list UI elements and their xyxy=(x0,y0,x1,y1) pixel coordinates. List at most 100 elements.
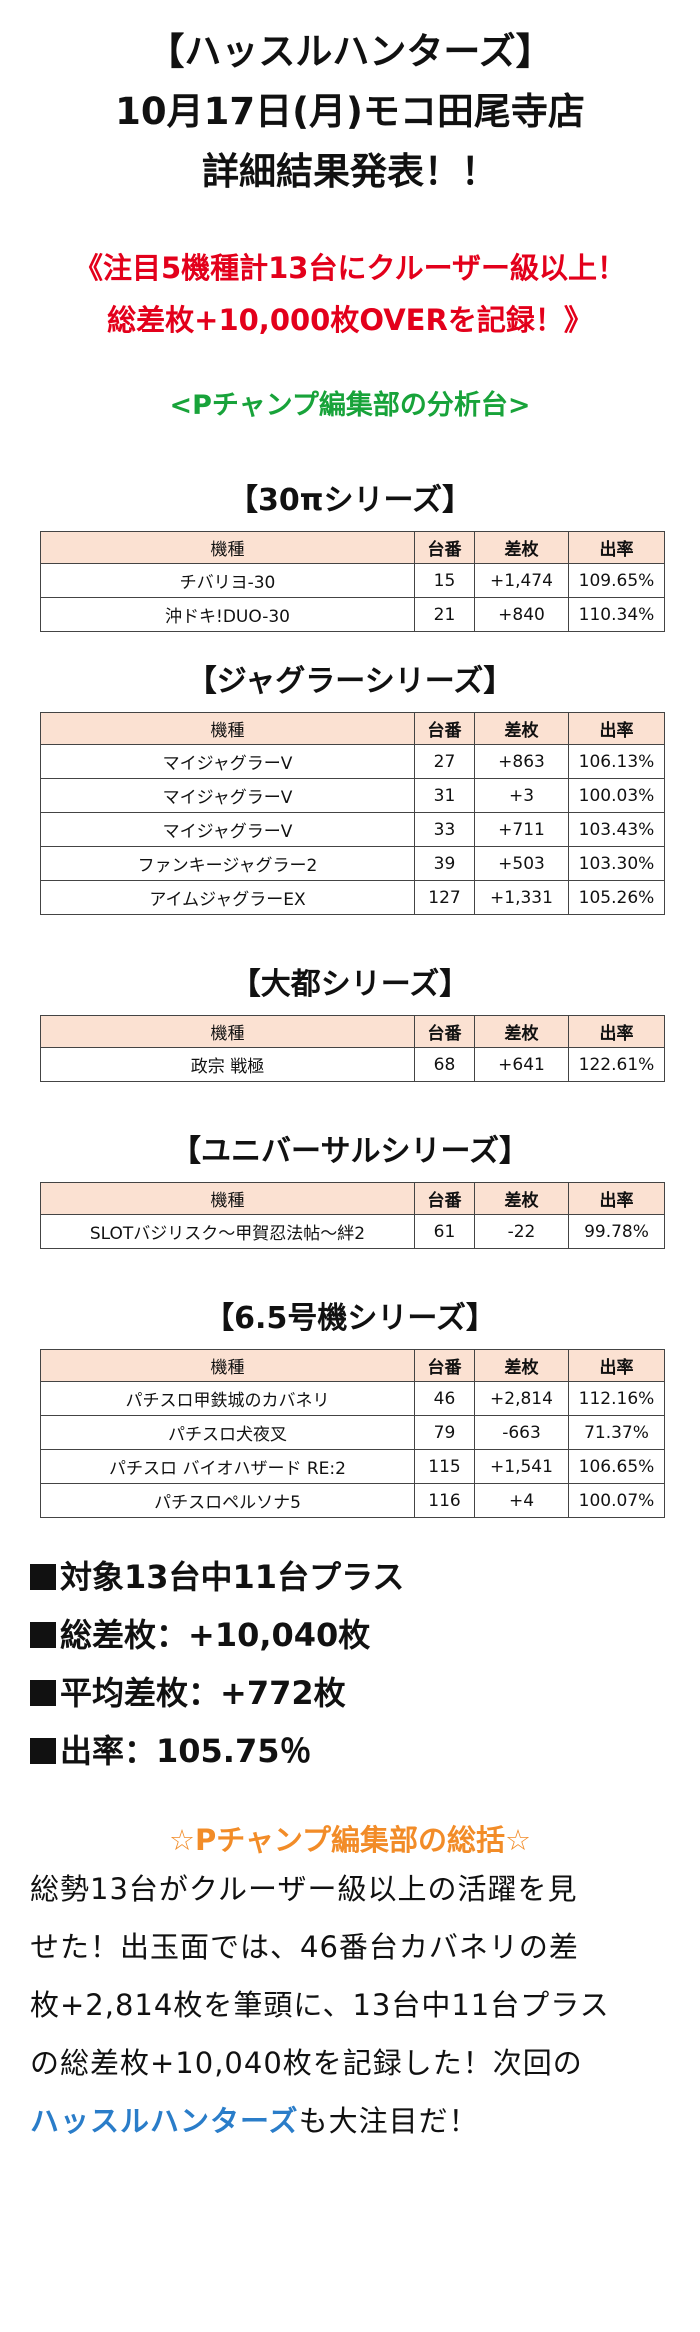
table-row: チバリヨ-30 15 +1,474 109.65% xyxy=(40,563,665,598)
machine-header: 機種 xyxy=(40,712,415,745)
number-cell: 116 xyxy=(414,1483,475,1518)
machine-cell: 政宗 戦極 xyxy=(40,1047,415,1082)
table-header-row: 機種 台番 差枚 出率 xyxy=(40,1015,665,1048)
rate-cell: 110.34% xyxy=(568,597,665,632)
rate-cell: 105.26% xyxy=(568,880,665,915)
machine-cell: ファンキージャグラー2 xyxy=(40,846,415,881)
diff-cell: +863 xyxy=(474,744,569,779)
diff-cell: +711 xyxy=(474,812,569,847)
table-header-row: 機種 台番 差枚 出率 xyxy=(40,712,665,745)
section-spacer xyxy=(0,632,700,662)
rate-cell: 122.61% xyxy=(568,1047,665,1082)
rate-cell: 100.03% xyxy=(568,778,665,813)
conclusion-line: せた！出玉面では、46番台カバネリの差 xyxy=(30,1930,579,1964)
diff-cell: +1,331 xyxy=(474,880,569,915)
title-gap xyxy=(0,702,700,712)
machine-header: 機種 xyxy=(40,531,415,564)
diff-cell: +2,814 xyxy=(474,1381,569,1416)
title-gap xyxy=(0,521,700,531)
rate-header: 出率 xyxy=(568,1349,665,1382)
number-cell: 115 xyxy=(414,1449,475,1484)
table-row: パチスロ バイオハザード RE:2 115 +1,541 106.65% xyxy=(40,1449,665,1484)
summary-plus-count: 対象13台中11台プラス xyxy=(30,1548,700,1606)
machine-header: 機種 xyxy=(40,1182,415,1215)
conclusion-body: 総勢13台がクルーザー級以上の活躍を見 せた！出玉面では、46番台カバネリの差 … xyxy=(30,1860,680,2150)
table-row: パチスロペルソナ5 116 +4 100.07% xyxy=(40,1483,665,1518)
table-row: マイジャグラーV 33 +711 103.43% xyxy=(40,812,665,847)
rate-cell: 103.30% xyxy=(568,846,665,881)
machine-cell: マイジャグラーV xyxy=(40,812,415,847)
number-cell: 21 xyxy=(414,597,475,632)
table-header-row: 機種 台番 差枚 出率 xyxy=(40,1182,665,1215)
number-header: 台番 xyxy=(414,712,475,745)
diff-header: 差枚 xyxy=(474,1349,569,1382)
square-bullet-icon xyxy=(30,1622,56,1648)
diff-cell: +1,474 xyxy=(474,563,569,598)
rate-header: 出率 xyxy=(568,531,665,564)
machine-cell: マイジャグラーV xyxy=(40,744,415,779)
number-cell: 33 xyxy=(414,812,475,847)
summary-avg-diff-text: 平均差枚：+772枚 xyxy=(60,1674,346,1712)
diff-header: 差枚 xyxy=(474,712,569,745)
table-row: パチスロ犬夜叉 79 -663 71.37% xyxy=(40,1415,665,1450)
rate-cell: 106.65% xyxy=(568,1449,665,1484)
diff-cell: +840 xyxy=(474,597,569,632)
number-header: 台番 xyxy=(414,531,475,564)
section-spacer xyxy=(0,915,700,965)
table-row: アイムジャグラーEX 127 +1,331 105.26% xyxy=(40,880,665,915)
headline-line-1: 《注目5機種計13台にクルーザー級以上！ xyxy=(73,251,627,285)
series-title: 【6.5号機シリーズ】 xyxy=(204,1301,496,1336)
series-title: 【30πシリーズ】 xyxy=(228,483,472,518)
table-row: マイジャグラーV 31 +3 100.03% xyxy=(40,778,665,813)
conclusion-line: 枚+2,814枚を筆頭に、13台中11台プラス xyxy=(30,1988,610,2022)
series-table: 機種 台番 差枚 出率 SLOTバジリスク～甲賀忍法帖～絆2 61 -22 99.78% xyxy=(40,1182,665,1249)
number-cell: 27 xyxy=(414,744,475,779)
series-title: 【ジャグラーシリーズ】 xyxy=(186,664,514,699)
header-line-2: 10月17日(月)モコ田尾寺店 xyxy=(115,90,585,133)
conclusion-title: ☆Pチャンプ編集部の総括☆ xyxy=(168,1823,532,1857)
number-cell: 46 xyxy=(414,1381,475,1416)
machine-cell: チバリヨ-30 xyxy=(40,563,415,598)
machine-cell: 沖ドキ!DUO-30 xyxy=(40,597,415,632)
diff-cell: -663 xyxy=(474,1415,569,1450)
title-gap xyxy=(0,1005,700,1015)
number-header: 台番 xyxy=(414,1015,475,1048)
summary-total-diff: 総差枚：+10,040枚 xyxy=(30,1606,700,1664)
section-spacer xyxy=(0,1249,700,1299)
event-name-highlight: ハッスルハンターズ xyxy=(30,2104,299,2138)
series-sections: 【30πシリーズ】 機種 台番 差枚 出率 チバリヨ-30 15 +1,474 109.65% 沖… xyxy=(0,426,700,1518)
table-row: SLOTバジリスク～甲賀忍法帖～絆2 61 -22 99.78% xyxy=(40,1214,665,1249)
rate-cell: 100.07% xyxy=(568,1483,665,1518)
diff-cell: -22 xyxy=(474,1214,569,1249)
rate-header: 出率 xyxy=(568,712,665,745)
rate-cell: 103.43% xyxy=(568,812,665,847)
conclusion-line: の総差枚+10,040枚を記録した！次回の xyxy=(30,2046,583,2080)
number-cell: 79 xyxy=(414,1415,475,1450)
diff-cell: +641 xyxy=(474,1047,569,1082)
rate-cell: 112.16% xyxy=(568,1381,665,1416)
series-title: 【ユニバーサルシリーズ】 xyxy=(171,1134,529,1169)
title-gap xyxy=(0,1172,700,1182)
header-line-1: 【ハッスルハンターズ】 xyxy=(147,30,553,73)
diff-cell: +4 xyxy=(474,1483,569,1518)
conclusion-line: 総勢13台がクルーザー級以上の活躍を見 xyxy=(30,1872,578,1906)
summary-total-diff-text: 総差枚：+10,040枚 xyxy=(60,1616,371,1654)
machine-cell: パチスロ バイオハザード RE:2 xyxy=(40,1449,415,1484)
rate-cell: 71.37% xyxy=(568,1415,665,1450)
rate-header: 出率 xyxy=(568,1182,665,1215)
number-header: 台番 xyxy=(414,1182,475,1215)
subheading: <Pチャンプ編集部の分析台> xyxy=(169,390,531,421)
square-bullet-icon xyxy=(30,1680,56,1706)
diff-header: 差枚 xyxy=(474,1182,569,1215)
number-cell: 15 xyxy=(414,563,475,598)
number-cell: 61 xyxy=(414,1214,475,1249)
rate-cell: 106.13% xyxy=(568,744,665,779)
table-row: ファンキージャグラー2 39 +503 103.30% xyxy=(40,846,665,881)
square-bullet-icon xyxy=(30,1738,56,1764)
diff-header: 差枚 xyxy=(474,531,569,564)
machine-cell: マイジャグラーV xyxy=(40,778,415,813)
table-row: マイジャグラーV 27 +863 106.13% xyxy=(40,744,665,779)
table-row: 政宗 戦極 68 +641 122.61% xyxy=(40,1047,665,1082)
machine-cell: SLOTバジリスク～甲賀忍法帖～絆2 xyxy=(40,1214,415,1249)
series-table: 機種 台番 差枚 出率 チバリヨ-30 15 +1,474 109.65% 沖ドキ!DUO-30… xyxy=(40,531,665,632)
